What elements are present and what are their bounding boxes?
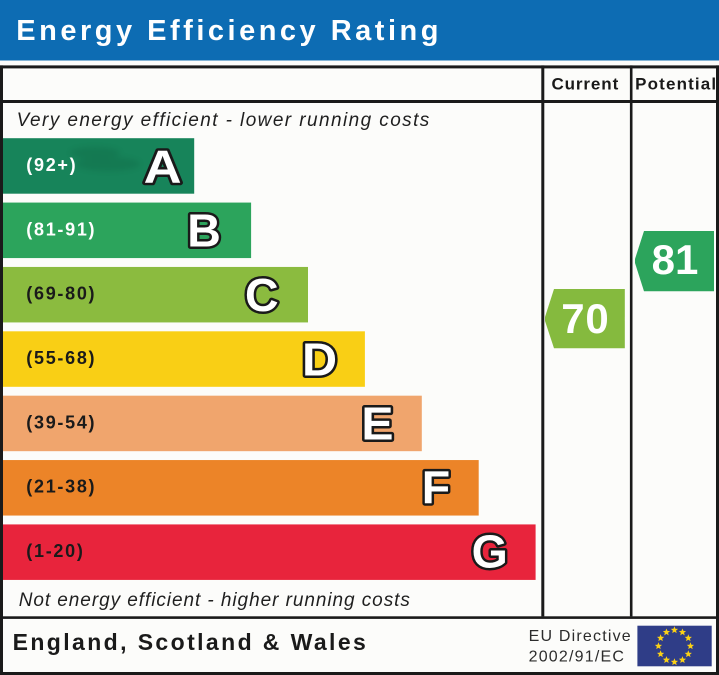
svg-text:G: G bbox=[472, 526, 508, 578]
svg-text:(81-91): (81-91) bbox=[26, 219, 96, 239]
svg-text:F: F bbox=[422, 461, 450, 513]
svg-text:Not energy efficient - higher: Not energy efficient - higher running co… bbox=[19, 590, 411, 611]
svg-text:E: E bbox=[361, 398, 393, 450]
svg-text:England, Scotland & Wales: England, Scotland & Wales bbox=[13, 629, 369, 655]
svg-text:(39-54): (39-54) bbox=[26, 412, 96, 432]
svg-text:EU Directive: EU Directive bbox=[529, 628, 632, 645]
svg-text:(69-80): (69-80) bbox=[26, 284, 96, 304]
svg-text:Potential: Potential bbox=[635, 75, 717, 94]
svg-text:Energy Efficiency Rating: Energy Efficiency Rating bbox=[16, 15, 442, 47]
svg-text:D: D bbox=[302, 335, 337, 387]
svg-text:B: B bbox=[187, 205, 221, 257]
svg-text:Current: Current bbox=[551, 75, 619, 94]
svg-text:70: 70 bbox=[561, 295, 609, 342]
svg-text:(1-20): (1-20) bbox=[26, 541, 84, 561]
svg-text:A: A bbox=[144, 140, 182, 192]
svg-text:C: C bbox=[245, 269, 279, 321]
svg-text:(92+): (92+) bbox=[26, 155, 77, 175]
svg-text:(55-68): (55-68) bbox=[26, 348, 96, 368]
svg-text:Very energy efficient - lower: Very energy efficient - lower running co… bbox=[17, 110, 431, 131]
svg-text:2002/91/EC: 2002/91/EC bbox=[529, 649, 626, 666]
svg-text:81: 81 bbox=[652, 236, 699, 283]
svg-text:(21-38): (21-38) bbox=[26, 477, 96, 497]
